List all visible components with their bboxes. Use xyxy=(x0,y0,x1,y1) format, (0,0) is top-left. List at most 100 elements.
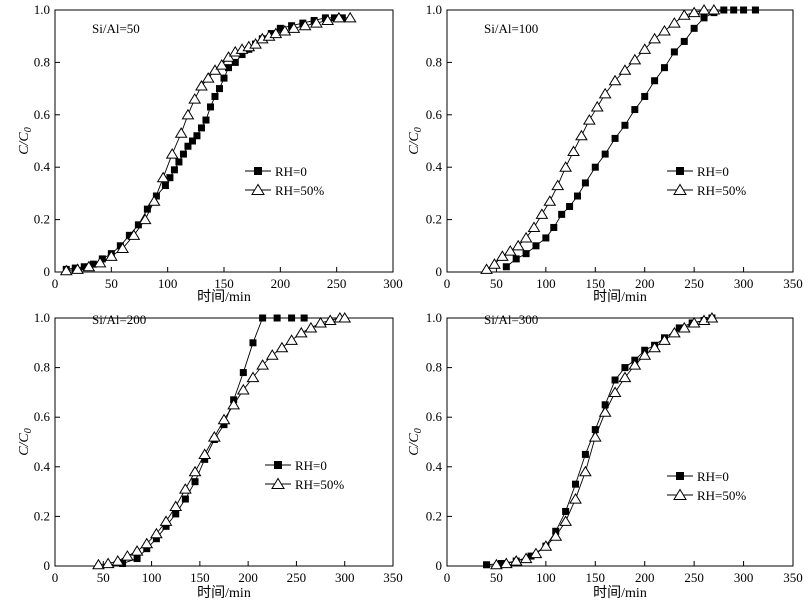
data-point xyxy=(567,145,580,157)
data-point xyxy=(628,53,642,65)
x-tick-label: 200 xyxy=(271,276,291,291)
legend-label: RH=50% xyxy=(275,183,324,198)
data-point xyxy=(522,250,530,258)
legend-label: RH=0 xyxy=(295,458,327,473)
y-tick-label: 0.8 xyxy=(426,54,442,69)
y-tick-label: 0.4 xyxy=(426,459,443,474)
data-point xyxy=(529,547,543,559)
data-point xyxy=(143,205,151,213)
data-point xyxy=(591,426,599,434)
data-point xyxy=(294,326,308,338)
data-point xyxy=(569,493,582,504)
data-point xyxy=(608,74,622,86)
y-tick-label: 0.2 xyxy=(426,212,442,227)
data-point xyxy=(159,515,173,526)
data-point xyxy=(116,242,129,253)
data-point xyxy=(700,14,708,22)
data-point xyxy=(321,14,329,22)
x-tick-label: 100 xyxy=(536,276,556,291)
data-point xyxy=(188,465,202,477)
x-tick-label: 0 xyxy=(444,276,451,291)
data-point xyxy=(273,314,281,322)
y-axis-label: C/C0 xyxy=(17,127,34,155)
x-tick-label: 300 xyxy=(335,570,355,585)
chart-title: Si/Al=50 xyxy=(92,21,140,36)
y-axis-label: C/C0 xyxy=(407,428,424,456)
x-tick-label: 150 xyxy=(586,570,606,585)
data-point xyxy=(220,74,228,82)
data-point xyxy=(89,260,97,268)
x-tick-label: 150 xyxy=(214,276,234,291)
data-point xyxy=(101,557,115,569)
x-tick-label: 0 xyxy=(52,570,59,585)
data-point xyxy=(259,314,267,322)
data-point xyxy=(104,250,118,261)
data-point xyxy=(697,3,711,15)
series-rh50 xyxy=(92,311,352,570)
data-point xyxy=(195,79,208,91)
data-point xyxy=(598,406,612,417)
data-point xyxy=(161,182,169,190)
data-point xyxy=(638,43,652,54)
data-point xyxy=(127,229,141,240)
data-point xyxy=(532,242,540,250)
series-line xyxy=(98,317,345,566)
data-point xyxy=(503,245,517,256)
data-point xyxy=(667,17,681,28)
data-point xyxy=(707,3,721,15)
data-point xyxy=(575,129,588,141)
data-point xyxy=(618,371,632,383)
data-point xyxy=(267,30,275,38)
x-tick-label: 300 xyxy=(383,276,403,291)
data-point xyxy=(598,87,612,99)
y-tick-label: 0.8 xyxy=(34,360,50,375)
data-point xyxy=(535,208,549,219)
data-point xyxy=(143,545,151,553)
y-tick-label: 1.0 xyxy=(34,310,50,325)
y-tick-label: 0.4 xyxy=(34,159,51,174)
legend-label: RH=0 xyxy=(697,469,729,484)
data-point xyxy=(256,359,270,370)
data-point xyxy=(162,522,170,530)
plot-frame xyxy=(446,9,794,273)
data-point xyxy=(80,263,88,271)
x-tick-label: 50 xyxy=(490,276,503,291)
series-rh0 xyxy=(502,6,759,271)
data-point xyxy=(147,195,161,206)
data-point xyxy=(82,260,96,272)
y-tick-label: 0.6 xyxy=(426,409,443,424)
data-point xyxy=(298,19,312,31)
x-tick-label: 350 xyxy=(783,276,803,291)
data-point xyxy=(720,6,728,14)
data-point xyxy=(559,161,573,172)
legend-marker xyxy=(673,183,687,195)
data-point xyxy=(660,64,668,72)
data-point xyxy=(197,124,205,132)
legend-label: RH=0 xyxy=(275,164,307,179)
x-tick-label: 50 xyxy=(490,570,503,585)
x-tick-label: 0 xyxy=(444,570,451,585)
y-tick-label: 0.2 xyxy=(34,508,50,523)
data-point xyxy=(512,255,520,263)
x-tick-label: 300 xyxy=(734,276,754,291)
x-tick-label: 50 xyxy=(105,276,118,291)
data-point xyxy=(310,17,323,28)
data-point xyxy=(310,16,318,24)
data-point xyxy=(601,401,609,409)
data-point xyxy=(549,530,563,541)
data-point xyxy=(573,192,581,200)
data-point xyxy=(658,24,671,36)
data-point xyxy=(539,540,553,551)
chart-title: Si/Al=100 xyxy=(484,21,538,36)
data-point xyxy=(231,58,239,66)
data-point xyxy=(648,32,661,44)
data-point xyxy=(641,92,649,100)
data-point xyxy=(188,137,196,145)
data-point xyxy=(166,174,174,182)
data-point xyxy=(287,22,301,33)
data-point xyxy=(193,132,201,140)
data-point xyxy=(191,478,199,486)
data-point xyxy=(581,179,589,187)
y-tick-label: 0 xyxy=(436,264,443,279)
data-point xyxy=(590,100,604,112)
